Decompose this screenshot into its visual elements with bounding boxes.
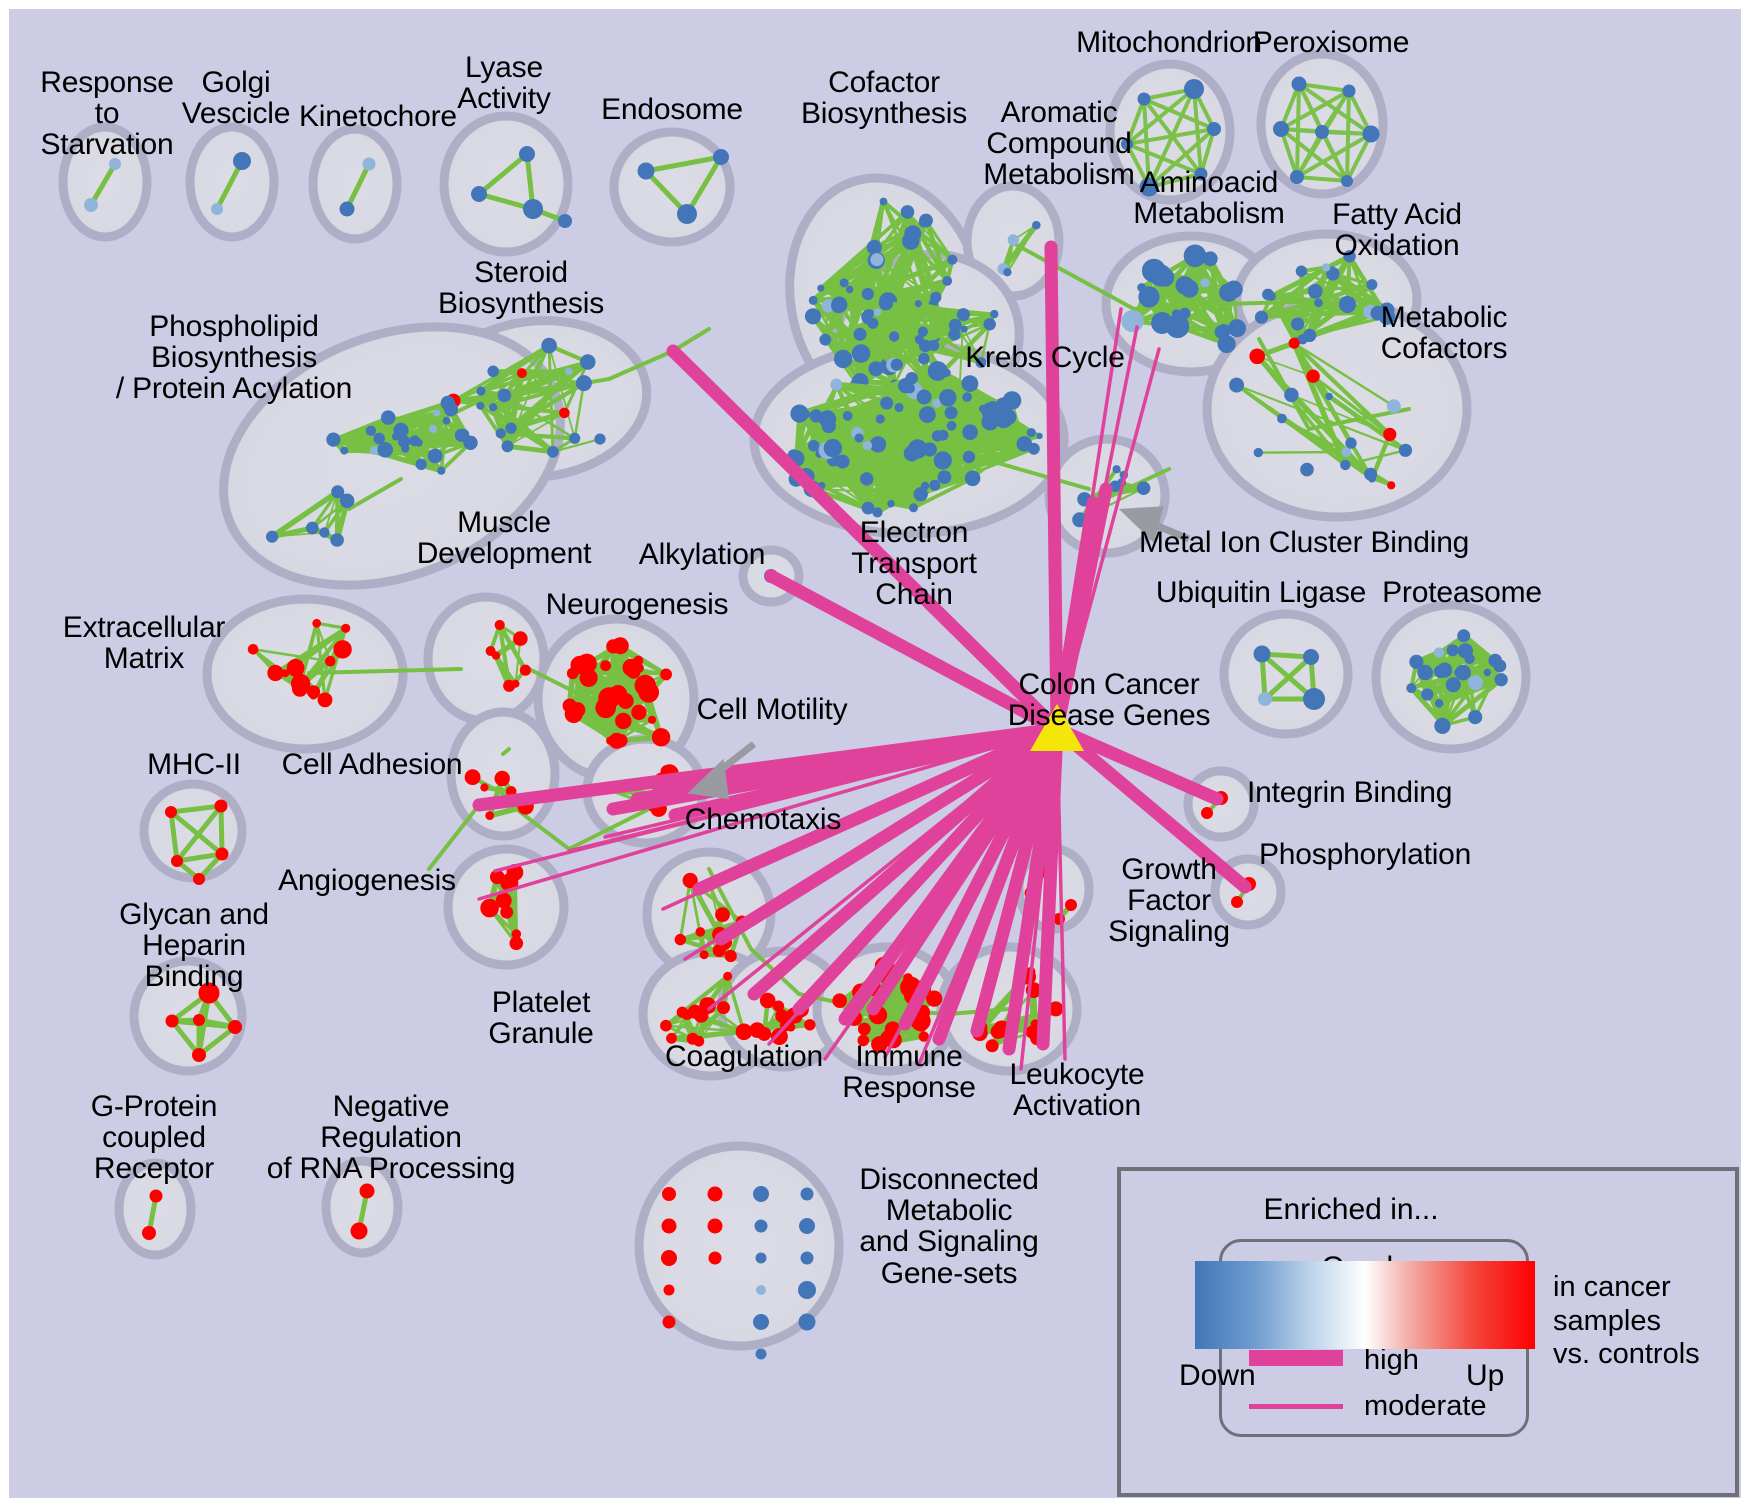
network-svg	[58, 49, 1531, 1360]
nodes-negative-regulation-rna	[350, 1183, 375, 1240]
nodes-muscle-development	[485, 619, 531, 692]
cluster-graph-neurogenesis	[562, 637, 672, 749]
nodes-fatty-acid-oxidation	[1254, 250, 1396, 347]
nodes-kinetochore	[339, 157, 376, 217]
nodes-lyase-activity	[471, 146, 572, 228]
nodes-endosome	[637, 149, 729, 224]
halo-metabolic-cofactors	[1202, 296, 1472, 522]
legend-enrichment-high-label: Up	[1466, 1359, 1505, 1392]
nodes-golgi-vescicle	[211, 152, 251, 215]
dense-cluster-graphics	[84, 76, 1508, 1360]
nodes-mitochondrion	[1121, 79, 1221, 197]
nodes-aminoacid-metabolism	[1121, 244, 1246, 354]
legend-overlap-high-swatch	[1249, 1350, 1343, 1366]
legend-overlap-high-label: high	[1364, 1344, 1419, 1376]
cluster-graph-electron-transport-chain	[787, 361, 1043, 518]
nodes-metabolic-cofactors	[1229, 337, 1413, 490]
halo-disconnected-gene-sets	[634, 1141, 844, 1351]
cluster-graph-phospholipid-lower	[266, 485, 355, 547]
halo-lyase-activity	[439, 111, 573, 257]
nodes-mhc-ii	[165, 799, 229, 885]
label-pointer-arrows	[687, 506, 1191, 800]
nodes-phospholipid-lower	[266, 485, 355, 547]
legend-enrichment: Enriched in... Down Up in cancer samples…	[1117, 1167, 1739, 1497]
nodes-krebs-cycle	[853, 296, 999, 404]
nodes-extracellular-matrix	[247, 618, 352, 708]
nodes-proteasome	[1406, 629, 1508, 735]
nodes-electron-transport-chain	[787, 361, 1043, 518]
halo-muscle-development	[423, 592, 549, 726]
arrow-metal-ion-head	[1118, 506, 1164, 543]
cluster-graph-phospholipid-biosynthesis	[326, 395, 478, 475]
arrow-cell-motility-head	[687, 758, 730, 800]
legend-enrichment-side-label: in cancer samples vs. controls	[1553, 1271, 1700, 1371]
nodes-disconnected-gene-sets	[661, 1186, 816, 1360]
nodes-g-protein-coupled-receptor	[142, 1189, 163, 1240]
cluster-graph-aromatic-compound-metabolism	[997, 220, 1041, 277]
nodes-steroid-biosynthesis	[446, 337, 606, 458]
cluster-graph-fatty-acid-oxidation	[1254, 250, 1396, 347]
nodes-glycan-heparin-binding	[165, 982, 242, 1062]
nodes-peroxisome	[1273, 76, 1380, 187]
cluster-graph-platelet-granule	[660, 971, 753, 1047]
hub-node[interactable]	[1030, 704, 1084, 751]
cluster-graph-steroid-biosynthesis	[446, 337, 606, 458]
cluster-graph-aminoacid-metabolism	[1121, 244, 1246, 354]
cluster-graph-proteasome	[1406, 629, 1508, 735]
nodes-platelet-granule	[660, 971, 753, 1047]
network-canvas: Response to Starvation Golgi Vescicle Ki…	[9, 9, 1741, 1498]
legend-enrichment-low-label: Down	[1179, 1359, 1256, 1392]
nodes-phospholipid-biosynthesis	[326, 395, 478, 475]
nodes-ubiquitin-ligase	[1253, 645, 1325, 710]
halo-kinetochore	[308, 124, 402, 244]
significance-edges	[472, 240, 1252, 1071]
cluster-graph-metabolic-cofactors	[1229, 337, 1413, 490]
halo-endosome	[609, 127, 735, 247]
legend-overlap-moderate-label: moderate	[1364, 1390, 1487, 1422]
legend-enrichment-title: Enriched in...	[1263, 1193, 1439, 1226]
nodes-aromatic-compound-metabolism	[997, 220, 1041, 277]
nodes-response-to-starvation	[84, 158, 121, 212]
cluster-graph-muscle-development	[485, 619, 531, 692]
cluster-graph-krebs-cycle	[853, 296, 999, 404]
nodes-neurogenesis	[562, 637, 672, 749]
legend-overlap-moderate-swatch	[1249, 1404, 1343, 1409]
legend-enrichment-colorbar	[1195, 1261, 1535, 1349]
significance-edge-moderate	[477, 307, 1161, 1071]
cluster-graph-extracellular-matrix	[247, 618, 352, 708]
